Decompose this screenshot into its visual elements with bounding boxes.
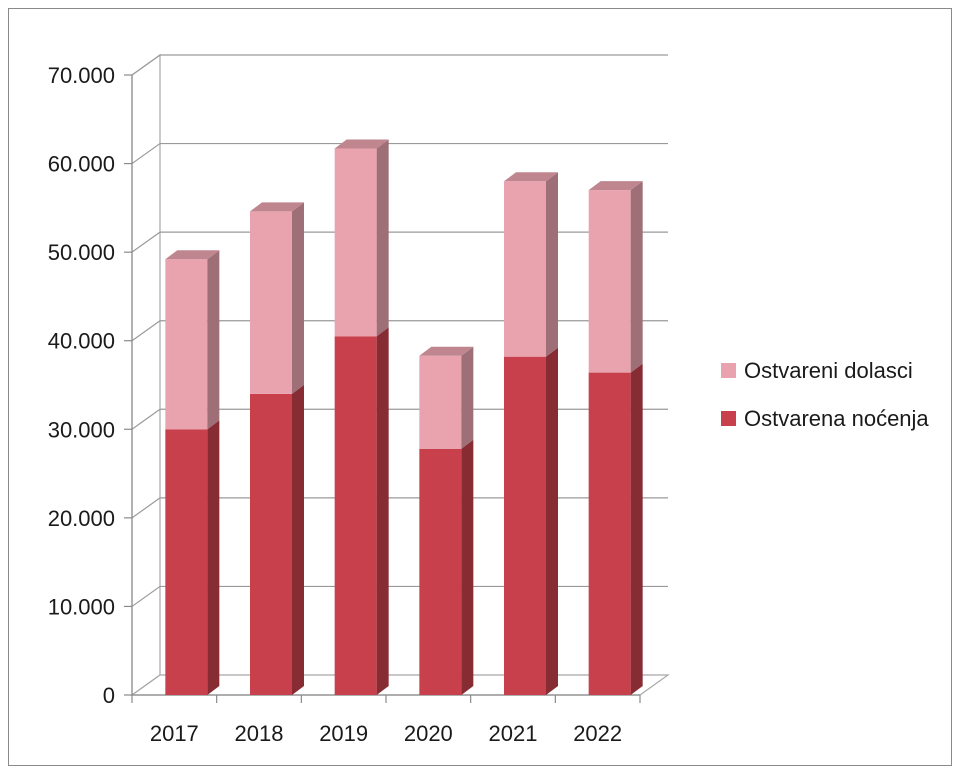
x-tick-label-2021: 2021 [489, 721, 538, 746]
bar-side [292, 202, 304, 394]
x-axis: 2017 2018 2019 2020 2021 2022 [131, 694, 641, 746]
bar-2022-dolasci [588, 181, 643, 373]
gridline [131, 231, 668, 253]
x-tick-label-2022: 2022 [573, 721, 622, 746]
bar-group-2021 [504, 172, 558, 695]
gridline [131, 320, 668, 342]
gridline [131, 142, 668, 165]
bar-top [419, 346, 474, 356]
bar-side [630, 181, 643, 373]
gridline [131, 497, 668, 519]
legend-label: Ostvarena noćenja [744, 406, 929, 431]
bar-2018-dolasci [250, 202, 304, 394]
bar-2020-dolasci [419, 346, 474, 449]
bar-side [207, 420, 220, 695]
legend: Ostvareni dolasci Ostvarena noćenja [721, 358, 929, 431]
bar-side [461, 346, 474, 449]
bar-2022-nocenja [588, 363, 643, 695]
bars [165, 139, 643, 695]
bar-2021-nocenja [504, 347, 558, 695]
bar-side [207, 250, 220, 430]
legend-swatch [721, 363, 736, 378]
bar-side [376, 139, 389, 337]
bar-front [334, 336, 377, 695]
y-axis: 0 10.000 20.000 30.000 40.000 50.000 60.000 70.… [48, 63, 133, 708]
bar-group-2017 [165, 250, 220, 695]
bar-front [250, 211, 292, 394]
bar-2017-dolasci [165, 250, 220, 430]
gridline [131, 54, 668, 76]
bar-group-2022 [588, 181, 643, 695]
bar-group-2020 [419, 346, 474, 695]
bar-2019-nocenja [334, 327, 389, 695]
legend-label: Ostvareni dolasci [744, 358, 913, 383]
bar-group-2019 [334, 139, 389, 695]
y-tick-label: 20.000 [48, 506, 115, 531]
bar-front [165, 259, 208, 430]
bar-side [630, 363, 643, 695]
legend-swatch [721, 411, 736, 426]
gridline [131, 585, 668, 607]
side-wall [131, 53, 161, 697]
bar-front [419, 355, 462, 449]
bar-top [334, 139, 389, 149]
bar-front [588, 372, 631, 695]
y-tick-label: 10.000 [48, 594, 115, 619]
bar-side [292, 384, 304, 695]
gridlines [131, 54, 668, 607]
y-tick-label: 30.000 [48, 417, 115, 442]
y-tick-label: 60.000 [48, 152, 115, 177]
bar-side [546, 172, 558, 357]
bar-top [588, 181, 643, 191]
bar-2019-dolasci [334, 139, 389, 337]
bar-front [334, 148, 377, 337]
bar-front [504, 181, 546, 357]
y-tick-label: 0 [103, 683, 115, 708]
x-tick-label-2018: 2018 [235, 721, 284, 746]
bar-side [461, 439, 474, 695]
bar-side [376, 327, 389, 695]
bar-top [250, 202, 304, 212]
bar-2020-nocenja [419, 439, 474, 695]
bar-side [546, 347, 558, 695]
bar-2018-nocenja [250, 384, 304, 695]
bar-front [250, 393, 292, 695]
y-tick-label: 50.000 [48, 240, 115, 265]
bar-front [165, 429, 208, 695]
bar-2021-dolasci [504, 172, 558, 357]
x-tick-label-2019: 2019 [319, 721, 368, 746]
bar-top [165, 250, 220, 260]
x-tick-label-2017: 2017 [150, 721, 199, 746]
legend-item-0: Ostvareni dolasci [721, 358, 913, 383]
bar-front [419, 448, 462, 695]
gridline [131, 408, 668, 430]
x-tick-label-2020: 2020 [404, 721, 453, 746]
bar-front [588, 190, 631, 373]
bar-group-2018 [250, 202, 304, 695]
bar-front [504, 356, 546, 695]
bar-top [504, 172, 558, 182]
y-tick-label: 40.000 [48, 329, 115, 354]
legend-item-1: Ostvarena noćenja [721, 406, 929, 431]
bar-2017-nocenja [165, 420, 220, 695]
y-tick-label: 70.000 [48, 63, 115, 88]
